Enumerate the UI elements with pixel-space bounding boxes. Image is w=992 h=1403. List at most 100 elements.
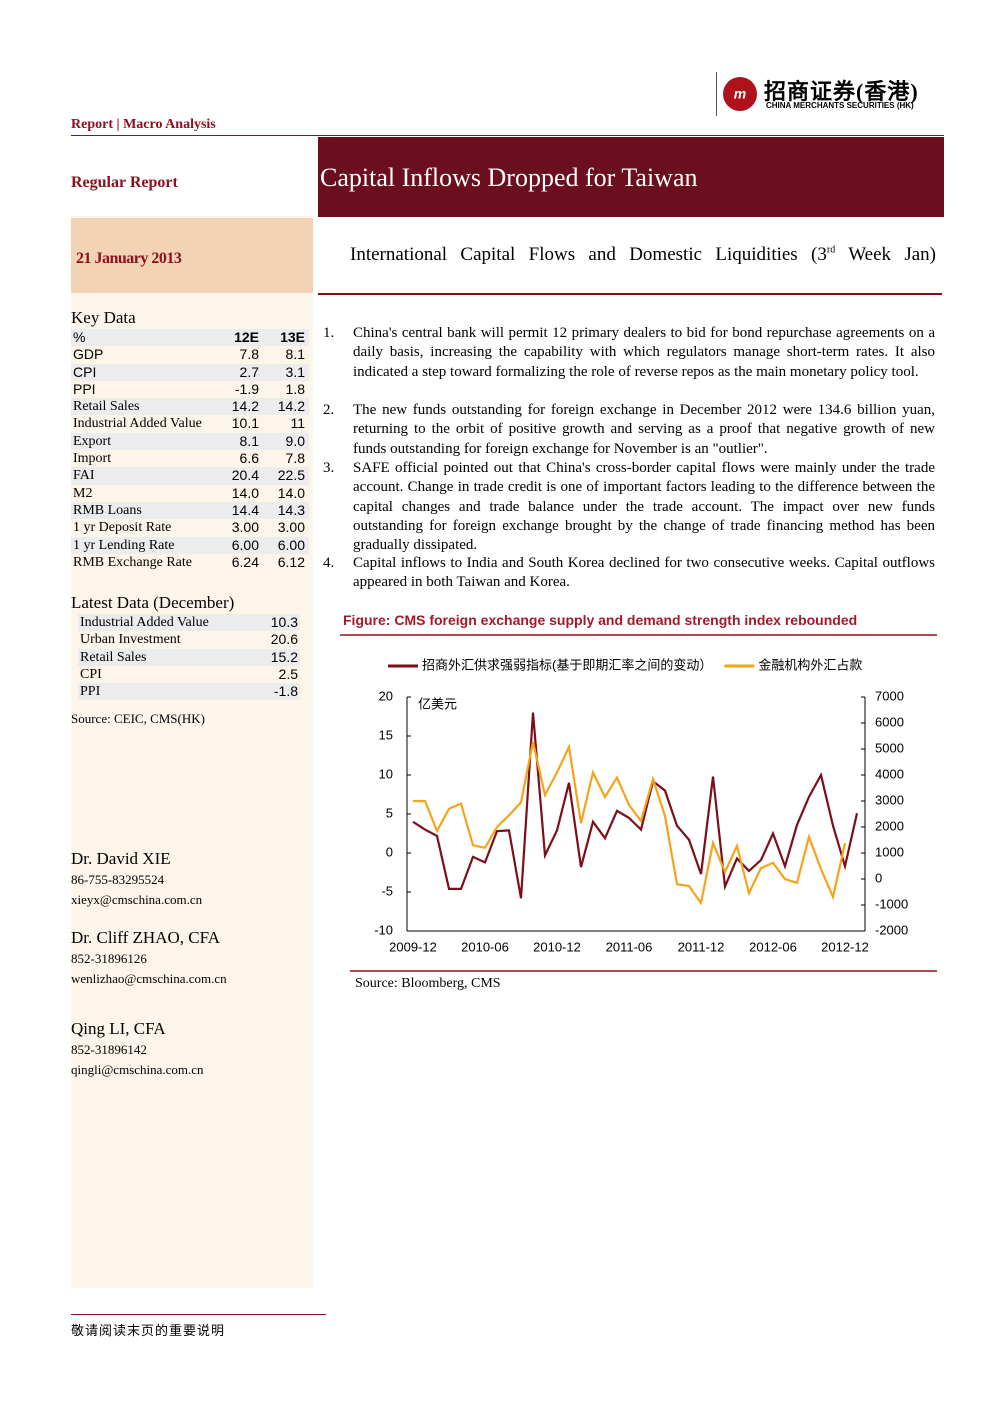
table-cell: CPI: [80, 666, 102, 682]
logo-divider: [716, 72, 717, 116]
logo-cn: 招商证券(香港): [764, 79, 919, 104]
x-tick-label: 2012-06: [749, 939, 797, 954]
source: Source: CEIC, CMS(HK): [71, 711, 205, 726]
table-row: 1 yr Lending Rate 6.00 6.00: [71, 536, 309, 554]
table-cell: 22.5: [277, 467, 305, 484]
report-type: Regular Report: [71, 174, 178, 191]
table-cell: Industrial Added Value: [80, 615, 209, 630]
rule: [350, 970, 937, 972]
latest-data-title: Latest Data (December): [71, 593, 235, 612]
x-tick-label: 2010-06: [461, 939, 509, 954]
y2-tick-label: 7000: [875, 688, 904, 703]
table-row: PPI -1.9 1.8: [71, 381, 309, 398]
sidebar: [71, 216, 313, 1288]
rule: [318, 293, 942, 295]
y-tick-label: 15: [379, 727, 393, 742]
table-cell: 12E: [234, 329, 259, 345]
y2-tick-label: 1000: [875, 844, 904, 859]
table-row: Export 8.1 9.0: [71, 432, 309, 451]
author: Dr. David XIE 86-755-83295524 xieyx@cmschi…: [71, 848, 202, 910]
table-cell: 7.8: [285, 450, 305, 467]
author: Dr. Cliff ZHAO, CFA 852-31896126 wenlizhao…: [71, 927, 227, 989]
subtitle-text: International Capital Flows and Domestic…: [350, 244, 827, 265]
logo-en: CHINA MERCHANTS SECURITIES (HK): [766, 101, 914, 110]
author-phone: 852-31896142: [71, 1042, 147, 1057]
y2-tick-label: 0: [875, 870, 882, 885]
y-tick-label: 10: [379, 766, 393, 781]
y2-tick-label: -2000: [875, 922, 908, 937]
legend-label: 招商外汇供求强弱指标(基于即期汇率之间的变动）: [422, 657, 712, 672]
table-cell: 3.00: [277, 519, 305, 536]
latest-data-table: Industrial Added Value 10.3 Urban Investme…: [78, 614, 300, 701]
y-tick-label: 5: [386, 805, 393, 820]
table-cell: 13E: [280, 329, 305, 345]
table-cell: %: [73, 329, 86, 345]
table-cell: PPI: [73, 380, 96, 397]
subtitle-text: Week Jan): [835, 244, 936, 265]
table-cell: RMB Exchange Rate: [73, 554, 192, 570]
series-line: [412, 712, 859, 899]
table-cell: -1.8: [273, 683, 298, 700]
table-row: Import 6.6 7.8: [71, 450, 309, 467]
table-cell: 14.0: [231, 484, 259, 501]
table-row: FAI 20.4 22.5: [71, 467, 309, 485]
table-row: M2 14.0 14.0: [71, 485, 309, 502]
y-tick-label: 0: [386, 844, 393, 859]
table-row: GDP 7.8 8.1: [71, 346, 309, 363]
table-cell: GDP: [73, 346, 104, 363]
x-tick-label: 2012-12: [821, 939, 869, 954]
x-tick-label: 2011-12: [678, 939, 725, 954]
author-phone: 86-755-83295524: [71, 872, 165, 887]
y2-tick-label: 2000: [875, 818, 904, 833]
subtitle: International Capital Flows and Domestic…: [350, 244, 936, 266]
table-row: 1 yr Deposit Rate 3.00 3.00: [71, 519, 309, 536]
table-cell: CPI: [73, 363, 97, 380]
table-row: RMB Loans 14.4 14.3: [71, 501, 309, 520]
table-cell: PPI: [80, 684, 101, 700]
table-cell: 14.4: [231, 501, 259, 518]
annotation: 亿美元: [418, 696, 457, 711]
key-data-title: Key Data: [71, 308, 136, 327]
y2-tick-label: -1000: [875, 896, 908, 911]
x-tick-label: 2010-12: [533, 939, 581, 954]
author-name: Qing LI, CFA: [71, 1019, 166, 1038]
point-text: China's central bank will permit 12 prim…: [353, 325, 935, 380]
y2-tick-label: 3000: [875, 792, 904, 807]
point-text: SAFE official pointed out that China's c…: [353, 460, 935, 554]
table-cell: 14.0: [277, 484, 305, 501]
rule: [340, 634, 937, 636]
table-row: CPI 2.7 3.1: [71, 363, 309, 381]
key-data-table: % 12E 13E GDP 7.8 8.1 CPI 2.7 3.1 PPI -1.9 1.8 Retai…: [71, 329, 309, 571]
point-number: 1.: [323, 325, 335, 341]
table-cell: Import: [73, 451, 112, 467]
author-name: Dr. David XIE: [71, 849, 171, 868]
y-tick-label: 20: [379, 688, 393, 703]
table-cell: FAI: [73, 468, 95, 484]
chart: -10 -5 0 5 10 15 20 -2000 -1000 0 1000 2000 3000 4000…: [374, 657, 908, 954]
point-number: 2.: [323, 402, 335, 418]
table-cell: 6.6: [239, 450, 259, 467]
section: Report | Macro Analysis: [71, 117, 216, 132]
series-line: [413, 741, 847, 906]
x-tick-label: 2011-06: [606, 939, 653, 954]
x-tick-label: 2009-12: [389, 939, 437, 954]
table-cell: 1 yr Lending Rate: [73, 537, 175, 553]
point-number: 4.: [323, 555, 335, 571]
legend-label: 金融机构外汇占款: [758, 657, 862, 672]
author: Qing LI, CFA 852-31896142 qingli@cmschina.…: [71, 1018, 204, 1080]
title-bar: [318, 137, 944, 217]
table-cell: -1.9: [234, 380, 259, 397]
svg-text:m: m: [734, 86, 746, 102]
table-row: Retail Sales 14.2 14.2: [71, 398, 309, 416]
table-cell: 11: [290, 415, 305, 432]
table-cell: 2.7: [239, 363, 259, 380]
date-box: [71, 218, 313, 293]
table-row: PPI -1.8: [78, 683, 300, 701]
table-cell: 6.24: [231, 553, 259, 570]
table-cell: 15.2: [270, 648, 298, 665]
table-cell: 1.8: [285, 380, 305, 397]
table-cell: 3.1: [285, 363, 305, 380]
table-cell: 10.1: [231, 415, 259, 432]
author-name: Dr. Cliff ZHAO, CFA: [71, 928, 221, 947]
figure-title: Figure: CMS foreign exchange supply and …: [343, 612, 858, 628]
